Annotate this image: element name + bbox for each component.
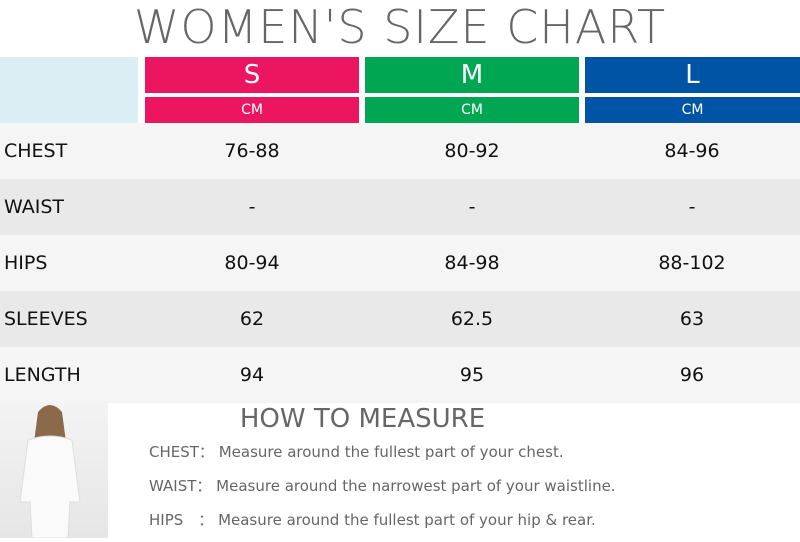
row-label: SLEEVES <box>4 308 88 330</box>
cell-value: 80-92 <box>444 140 500 162</box>
cell-value: 80-94 <box>224 252 280 274</box>
table-row: SLEEVES 62 62.5 63 <box>0 291 800 347</box>
unit-header: CM <box>585 97 800 123</box>
cell-value: 95 <box>459 364 485 386</box>
table-row: WAIST - - - <box>0 179 800 235</box>
tip-text: Measure around the fullest part of your … <box>218 443 564 461</box>
tip-waist: WAIST： Measure around the narrowest part… <box>149 475 616 496</box>
cell-value: 96 <box>679 364 705 386</box>
chart-title: WOMEN'S SIZE CHART <box>133 0 667 54</box>
how-to-measure-title: HOW TO MEASURE <box>239 404 486 434</box>
header-blank-cell <box>0 57 138 123</box>
tip-chest: CHEST： Measure around the fullest part o… <box>149 441 564 462</box>
cell-value: - <box>468 196 476 218</box>
unit-header: CM <box>145 97 359 123</box>
cell-value: 62.5 <box>450 308 494 330</box>
cell-value: 94 <box>239 364 265 386</box>
tip-label: CHEST： <box>149 443 214 461</box>
row-label: WAIST <box>4 196 65 218</box>
table-row: HIPS 80-94 84-98 88-102 <box>0 235 800 291</box>
size-header-l: L <box>585 57 800 93</box>
cell-value: - <box>248 196 256 218</box>
cell-value: 62 <box>239 308 265 330</box>
tip-label: HIPS ： <box>149 511 214 529</box>
table-row: LENGTH 94 95 96 <box>0 347 800 403</box>
cell-value: 76-88 <box>224 140 280 162</box>
tip-hips: HIPS ： Measure around the fullest part o… <box>149 509 596 530</box>
cell-value: - <box>688 196 696 218</box>
row-label: CHEST <box>4 140 68 162</box>
cell-value: 88-102 <box>658 252 726 274</box>
tip-text: Measure around the narrowest part of you… <box>216 477 616 495</box>
table-row: CHEST 76-88 80-92 84-96 <box>0 123 800 179</box>
size-header-m: M <box>365 57 579 93</box>
cell-value: 84-96 <box>664 140 720 162</box>
row-label: HIPS <box>4 252 48 274</box>
cell-value: 84-98 <box>444 252 500 274</box>
cell-value: 63 <box>679 308 705 330</box>
tip-text: Measure around the fullest part of your … <box>218 511 596 529</box>
unit-header: CM <box>365 97 579 123</box>
size-header-s: S <box>145 57 359 93</box>
tip-label: WAIST： <box>149 477 212 495</box>
row-label: LENGTH <box>4 364 81 386</box>
model-photo <box>0 402 108 539</box>
